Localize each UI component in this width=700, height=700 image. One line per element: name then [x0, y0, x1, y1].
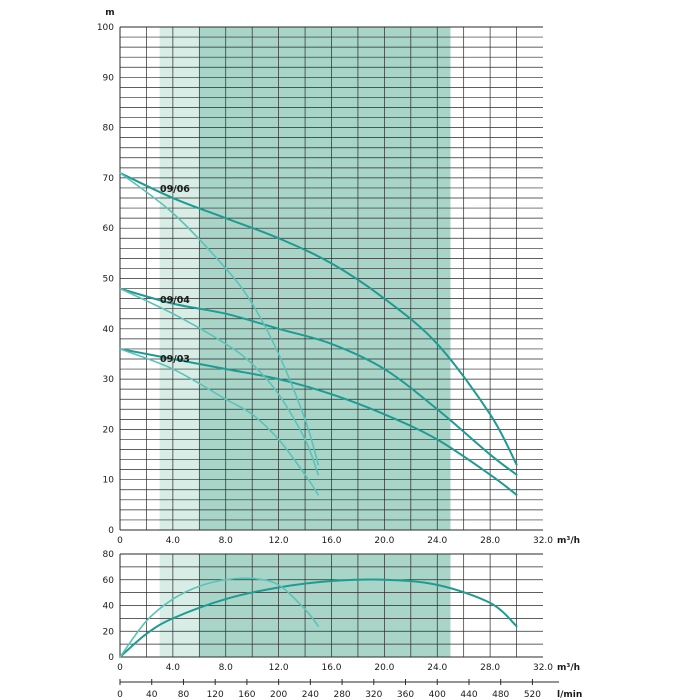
secondary-x-tick-label: 0 [117, 690, 123, 700]
x-tick-label: 4.0 [166, 536, 181, 546]
y-tick-label: 80 [103, 124, 115, 134]
secondary-x-axis-label: l/min [557, 690, 582, 700]
series-line [119, 171, 518, 466]
series-line [119, 348, 320, 496]
x-tick-label: 16.0 [321, 663, 341, 673]
y-tick-label: 60 [103, 576, 115, 586]
y-axis-label: m [105, 8, 114, 18]
secondary-x-tick-label: 80 [178, 690, 190, 700]
y-tick-label: 80 [103, 550, 115, 560]
y-tick-label: 60 [103, 224, 115, 234]
y-tick-label: 50 [103, 275, 115, 285]
x-tick-label: 12.0 [269, 663, 289, 673]
x-tick-label: 0 [117, 536, 123, 546]
secondary-x-tick-label: 440 [460, 690, 477, 700]
y-tick-label: 20 [103, 627, 115, 637]
y-tick-label: 30 [103, 375, 115, 385]
series-line [119, 287, 320, 476]
x-tick-label: 28.0 [480, 536, 500, 546]
x-tick-label: 20.0 [374, 663, 394, 673]
secondary-x-tick-label: 40 [146, 690, 158, 700]
y-tick-label: 40 [103, 325, 115, 335]
x-tick-label: 20.0 [374, 536, 394, 546]
y-tick-label: 70 [103, 174, 115, 184]
y-tick-label: 100 [97, 23, 114, 33]
series-label: 09/04 [160, 295, 190, 306]
x-tick-label: 28.0 [480, 663, 500, 673]
x-axis-label: m³/h [557, 663, 580, 673]
secondary-x-tick-label: 320 [365, 690, 382, 700]
y-tick-label: 10 [103, 476, 115, 486]
y-tick-label: 0 [108, 653, 114, 663]
y-tick-label: 40 [103, 602, 115, 612]
secondary-x-tick-label: 360 [397, 690, 414, 700]
y-tick-label: 0 [108, 526, 114, 536]
efficiency-chart: 0 20 40 60 80 0 4.0 8.0 12.0 16.0 20.0 24.0 28.0 32.0… [103, 550, 583, 700]
secondary-x-tick-label: 480 [492, 690, 509, 700]
x-tick-label: 8.0 [219, 536, 234, 546]
x-tick-label: 0 [117, 663, 123, 673]
secondary-x-tick-label: 520 [524, 690, 541, 700]
x-tick-label: 24.0 [427, 536, 447, 546]
x-axis-label: m³/h [557, 536, 580, 546]
x-tick-label: 8.0 [219, 663, 234, 673]
x-tick-label: 12.0 [269, 536, 289, 546]
secondary-x-tick-label: 280 [333, 690, 350, 700]
series-line [119, 578, 518, 658]
secondary-x-tick-label: 240 [302, 690, 319, 700]
x-tick-label: 4.0 [166, 663, 181, 673]
secondary-x-tick-label: 400 [429, 690, 446, 700]
secondary-x-tick-label: 160 [238, 690, 255, 700]
series-label: 09/03 [160, 354, 190, 365]
series-line [119, 172, 320, 466]
x-tick-label: 24.0 [427, 663, 447, 673]
head-chart: 0 10 20 30 40 50 60 70 80 90 100 0 4.0 8.0 12.0 16.0 20.… [97, 8, 580, 546]
secondary-x-tick-label: 200 [270, 690, 287, 700]
x-tick-label: 32.0 [533, 536, 553, 546]
secondary-x-tick-label: 120 [207, 690, 224, 700]
series-line [119, 577, 320, 658]
x-tick-label: 32.0 [533, 663, 553, 673]
y-tick-label: 90 [103, 73, 115, 83]
x-tick-label: 16.0 [321, 536, 341, 546]
y-tick-label: 20 [103, 425, 115, 435]
series-line [119, 347, 518, 496]
series-line [119, 287, 518, 476]
series-label: 09/06 [160, 184, 190, 195]
